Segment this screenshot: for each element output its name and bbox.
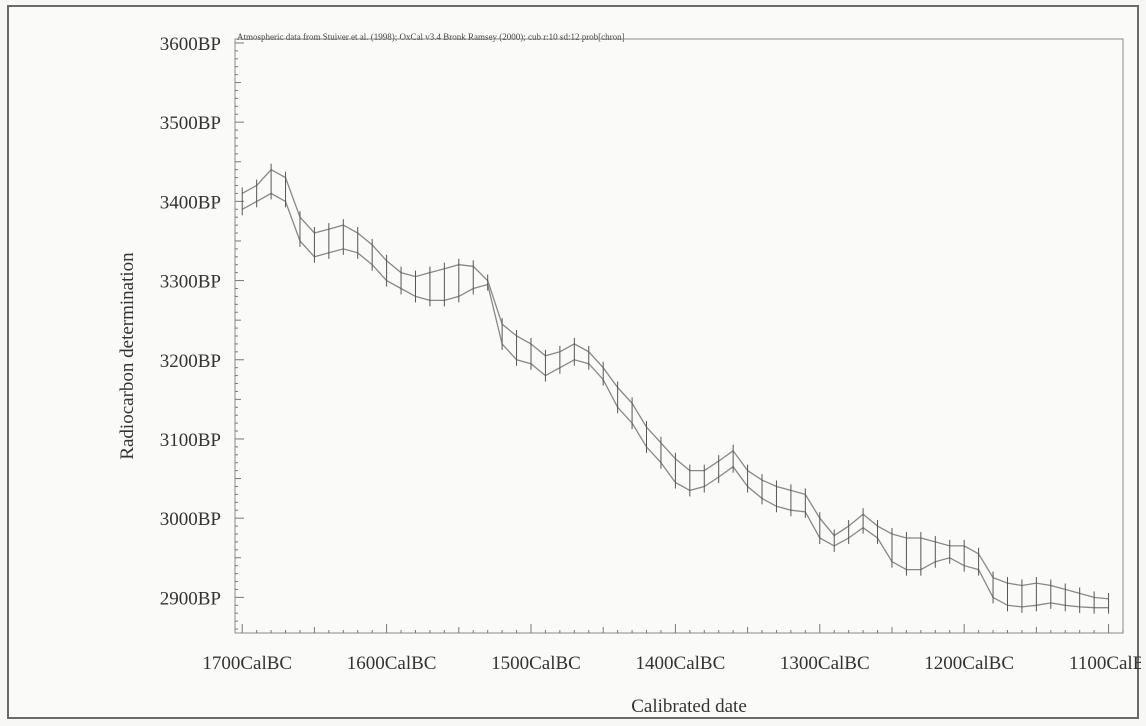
chart-frame: Atmospheric data from Stuiver et al. (19… <box>7 5 1141 719</box>
y-tick-label: 2900BP <box>160 588 221 609</box>
y-tick-label: 3400BP <box>160 192 221 213</box>
x-axis: 1700CalBC 1600CalBC 1500CalBC 1400CalBC 1300… <box>202 624 1141 674</box>
x-axis-title: Calibrated date <box>631 696 747 717</box>
y-tick-label: 3100BP <box>160 430 221 451</box>
y-tick-label: 3300BP <box>160 272 221 293</box>
y-tick-label: 3500BP <box>160 113 221 134</box>
chart-annotation: Atmospheric data from Stuiver et al. (19… <box>237 32 625 42</box>
y-tick-label: 3600BP <box>160 34 221 55</box>
x-tick-label: 1400CalBC <box>636 653 726 674</box>
x-tick-label: 1200CalBC <box>924 653 1014 674</box>
x-tick-label: 1600CalBC <box>347 653 437 674</box>
x-tick-label: 1300CalBC <box>780 653 870 674</box>
y-axis: 3600BP 3500BP 3400BP 3300BP 3200BP 3100BP 3000… <box>160 34 244 630</box>
plot-area <box>234 38 1124 634</box>
y-axis-title: Radiocarbon determination <box>117 252 138 460</box>
radiocarbon-calibration-chart: Atmospheric data from Stuiver et al. (19… <box>117 32 1141 717</box>
error-bars <box>241 163 1110 614</box>
y-tick-label: 3000BP <box>160 509 221 530</box>
curve-upper-line <box>241 168 1109 600</box>
y-tick-label: 3200BP <box>160 351 221 372</box>
x-tick-label: 1700CalBC <box>202 653 292 674</box>
calibration-curve <box>241 168 1109 609</box>
x-tick-label: 1500CalBC <box>491 653 581 674</box>
